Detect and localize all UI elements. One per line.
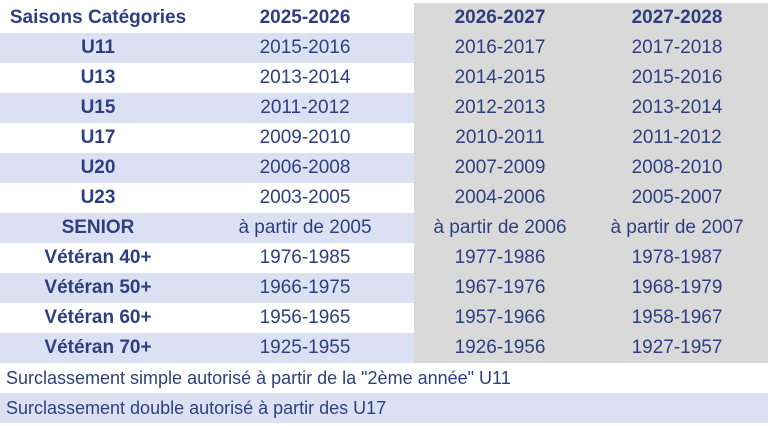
note-row: Surclassement simple autorisé à partir d… (0, 363, 768, 393)
table-cell: Vétéran 60+ (44, 307, 152, 328)
table-cell: U17 (80, 127, 116, 148)
table-cell: 2011-2012 (196, 93, 414, 123)
table-cell: 1956-1965 (259, 307, 351, 328)
data-row: U23 2003-2005 2004-2006 2005-2007 (0, 183, 768, 213)
data-row: Vétéran 70+ 1925-1955 1926-1956 1927-1957 (0, 333, 768, 363)
table-cell: 2006-2008 (196, 153, 414, 183)
table-cell: 1958-1967 (586, 303, 768, 333)
table-cell: 2016-2017 (414, 33, 586, 63)
table-cell: 1957-1966 (414, 303, 586, 333)
table-cell: 1967-1976 (414, 273, 586, 303)
table-cell: 2010-2011 (414, 123, 586, 153)
note-cell: Surclassement double autorisé à partir d… (0, 393, 768, 423)
data-row: U11 2015-2016 2016-2017 2017-2018 (0, 33, 768, 63)
table-cell: à partir de 2005 (196, 213, 414, 243)
page: Saisons Catégories 2025-2026 2026-2027 2027… (0, 3, 768, 426)
table-cell: U15 (0, 93, 196, 123)
table-cell: 2015-2016 (196, 33, 414, 63)
table-cell: 2011-2012 (586, 123, 768, 153)
table-cell: 2026-2027 (414, 3, 586, 33)
data-row: Vétéran 40+ 1976-1985 1977-1986 1978-1987 (0, 243, 768, 273)
table-cell: U20 (0, 153, 196, 183)
note-cell: Surclassement simple autorisé à partir d… (6, 367, 511, 388)
table-cell: 1977-1986 (414, 243, 586, 273)
table-body: Saisons Catégories 2025-2026 2026-2027 2027… (0, 3, 768, 423)
data-row: Vétéran 60+ 1956-1965 1957-1966 1958-1967 (0, 303, 768, 333)
table-cell: 1968-1979 (586, 273, 768, 303)
table-cell: 2005-2007 (586, 183, 768, 213)
table-cell: 2012-2013 (414, 93, 586, 123)
table-cell: 1927-1957 (586, 333, 768, 363)
table-cell: U13 (80, 67, 116, 88)
data-row: U13 2013-2014 2014-2015 2015-2016 (0, 63, 768, 93)
data-row: U17 2009-2010 2010-2011 2011-2012 (0, 123, 768, 153)
data-row: SENIOR à partir de 2005 à partir de 2006 à … (0, 213, 768, 243)
table-cell: 2015-2016 (586, 63, 768, 93)
data-row: U15 2011-2012 2012-2013 2013-2014 (0, 93, 768, 123)
table-cell: à partir de 2007 (586, 213, 768, 243)
data-row: U20 2006-2008 2007-2009 2008-2010 (0, 153, 768, 183)
table-cell: 2009-2010 (259, 127, 351, 148)
table-cell: 1978-1987 (586, 243, 768, 273)
table-cell: 2013-2014 (586, 93, 768, 123)
table-cell: 2027-2028 (586, 3, 768, 33)
table-cell: 2017-2018 (586, 33, 768, 63)
table-cell: 1925-1955 (196, 333, 414, 363)
table-cell: Vétéran 50+ (0, 273, 196, 303)
table-cell: 1966-1975 (196, 273, 414, 303)
table-cell: U11 (0, 33, 196, 63)
table-cell: 2007-2009 (414, 153, 586, 183)
table-cell: 2003-2005 (259, 187, 351, 208)
table-cell: 2004-2006 (414, 183, 586, 213)
table-cell: Vétéran 70+ (0, 333, 196, 363)
table-cell: 2013-2014 (259, 67, 351, 88)
header-row: Saisons Catégories 2025-2026 2026-2027 2027… (0, 3, 768, 33)
table-cell: 2025-2026 (259, 7, 351, 28)
table-cell: Vétéran 40+ (44, 247, 152, 268)
table-cell: 2008-2010 (586, 153, 768, 183)
note-row: Surclassement double autorisé à partir d… (0, 393, 768, 423)
table-cell: 2014-2015 (414, 63, 586, 93)
table-cell: à partir de 2006 (414, 213, 586, 243)
table-cell: 1926-1956 (414, 333, 586, 363)
season-table: Saisons Catégories 2025-2026 2026-2027 2027… (0, 3, 768, 423)
table-cell: 1976-1985 (259, 247, 351, 268)
table-cell: SENIOR (0, 213, 196, 243)
table-cell: U23 (80, 187, 116, 208)
table-cell: Saisons Catégories (9, 7, 187, 28)
data-row: Vétéran 50+ 1966-1975 1967-1976 1968-1979 (0, 273, 768, 303)
